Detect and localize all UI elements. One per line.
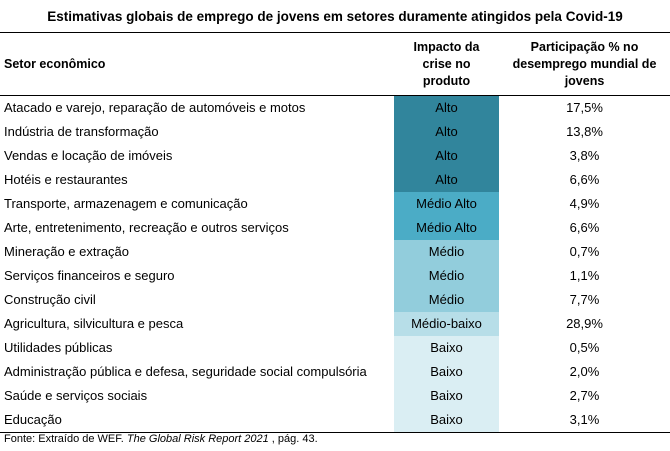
table-row: Mineração e extração Médio 0,7%: [0, 240, 670, 264]
table-row: Transporte, armazenagem e comunicação Méd…: [0, 192, 670, 216]
share-cell: 3,1%: [499, 408, 670, 433]
share-cell: 6,6%: [569, 220, 600, 235]
table-row: Serviços financeiros e seguro Médio 1,1%: [0, 264, 670, 288]
sector-cell: Arte, entretenimento, recreação e outros…: [4, 220, 289, 235]
sector-cell: Educação: [0, 408, 394, 433]
share-cell: 0,5%: [569, 340, 600, 355]
share-cell: 6,6%: [569, 172, 600, 187]
sector-cell: Agricultura, silvicultura e pesca: [4, 316, 184, 331]
impact-cell: Médio-baixo: [394, 312, 499, 336]
share-cell: 28,9%: [566, 316, 603, 331]
header-impact: Impacto da crise no produto: [394, 32, 499, 96]
table-row: Arte, entretenimento, recreação e outros…: [0, 216, 670, 240]
impact-cell: Baixo: [394, 384, 499, 408]
impact-cell: Médio Alto: [394, 216, 499, 240]
impact-cell: Alto: [394, 120, 499, 144]
sector-cell: Transporte, armazenagem e comunicação: [4, 196, 248, 211]
table-row: Vendas e locação de imóveis Alto 3,8%: [0, 144, 670, 168]
impact-cell: Alto: [394, 95, 499, 120]
sector-cell: Construção civil: [4, 292, 96, 307]
header-share: Participação % no desemprego mundial de …: [499, 32, 670, 96]
sector-cell: Atacado e varejo, reparação de automóvei…: [4, 100, 306, 115]
table-row: Atacado e varejo, reparação de automóvei…: [0, 95, 670, 120]
table-row: Hotéis e restaurantes Alto 6,6%: [0, 168, 670, 192]
source-note: Fonte: Extraído de WEF. The Global Risk …: [4, 432, 318, 446]
header-row: Setor econômico Impacto da crise no prod…: [0, 32, 670, 96]
impact-cell: Baixo: [394, 408, 499, 433]
impact-cell: Alto: [394, 144, 499, 168]
sector-cell: Indústria de transformação: [4, 124, 159, 139]
share-cell: 17,5%: [566, 100, 603, 115]
share-cell: 7,7%: [569, 292, 600, 307]
impact-cell: Baixo: [394, 336, 499, 360]
sector-cell: Vendas e locação de imóveis: [4, 148, 173, 163]
header-sector: Setor econômico: [0, 32, 394, 96]
table-row: Agricultura, silvicultura e pesca Médio-b…: [0, 312, 670, 336]
impact-cell: Baixo: [394, 360, 499, 384]
impact-cell: Médio Alto: [394, 192, 499, 216]
source-suffix: , pág. 43.: [268, 433, 318, 445]
share-cell: 3,8%: [569, 148, 600, 163]
table-body: Atacado e varejo, reparação de automóvei…: [0, 95, 670, 433]
table-row: Construção civil Médio 7,7%: [0, 288, 670, 312]
source-prefix: Fonte: Extraído de WEF.: [4, 433, 127, 445]
sector-cell: Administração pública e defesa, segurida…: [4, 364, 367, 379]
share-cell: 1,1%: [569, 268, 600, 283]
sector-cell: Mineração e extração: [4, 244, 130, 259]
table-row: Utilidades públicas Baixo 0,5%: [0, 336, 670, 360]
share-cell: 0,7%: [569, 244, 600, 259]
sector-cell: Hotéis e restaurantes: [4, 172, 128, 187]
impact-cell: Médio: [394, 288, 499, 312]
sector-cell: Utilidades públicas: [4, 340, 113, 355]
sector-cell: Serviços financeiros e seguro: [4, 268, 175, 283]
impact-cell: Alto: [394, 168, 499, 192]
table-row: Educação Baixo 3,1%: [0, 408, 670, 433]
share-cell: 4,9%: [569, 196, 600, 211]
table-row: Administração pública e defesa, segurida…: [0, 360, 670, 384]
source-title: The Global Risk Report 2021: [126, 433, 269, 445]
impact-cell: Médio: [394, 240, 499, 264]
table-row: Indústria de transformação Alto 13,8%: [0, 120, 670, 144]
table-title: Estimativas globais de emprego de jovens…: [47, 9, 623, 24]
table-row: Saúde e serviços sociais Baixo 2,7%: [0, 384, 670, 408]
sector-cell: Saúde e serviços sociais: [4, 388, 148, 403]
share-cell: 2,7%: [569, 388, 600, 403]
share-cell: 13,8%: [566, 124, 603, 139]
youth-employment-table: Setor econômico Impacto da crise no prod…: [0, 32, 670, 433]
impact-cell: Médio: [394, 264, 499, 288]
share-cell: 2,0%: [569, 364, 600, 379]
